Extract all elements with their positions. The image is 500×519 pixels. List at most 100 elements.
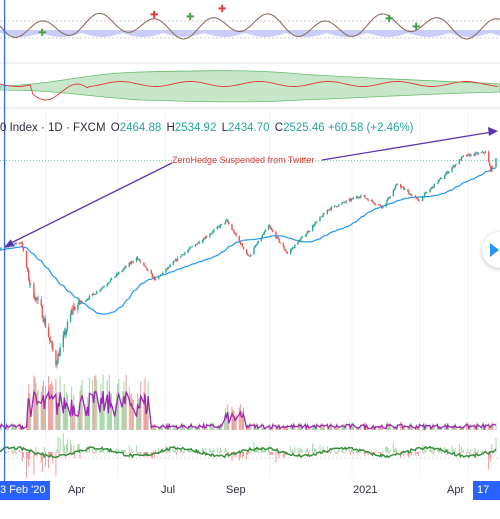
candle-body — [151, 270, 152, 274]
histogram-bar — [417, 452, 418, 454]
histogram-bar — [387, 447, 388, 453]
candle-body — [433, 184, 434, 188]
histogram-bar — [242, 452, 243, 458]
candle-body — [284, 247, 285, 250]
histogram-bar — [308, 452, 309, 453]
histogram-bar — [256, 451, 257, 453]
candle-body — [256, 244, 257, 245]
histogram-bar — [12, 452, 13, 454]
volume-bar — [231, 407, 232, 430]
symbol-info-bar: 0 Index · 1D · FXCM O2464.88 H2534.92 L2… — [0, 122, 414, 134]
candle-body — [177, 258, 178, 261]
candle-body — [483, 152, 484, 153]
candle-body — [271, 229, 272, 231]
volume-bar — [118, 379, 119, 430]
histogram-bar — [270, 452, 271, 455]
candle-body — [110, 280, 111, 282]
histogram-bar — [153, 451, 154, 453]
volume-bar — [478, 423, 479, 430]
histogram-bar — [440, 450, 441, 452]
histogram-bar — [337, 451, 338, 452]
candle-body — [357, 197, 358, 198]
chart-canvas[interactable]: ✚✚✚✚✚✚ ZeroHedge Suspended from Twitter — [0, 0, 500, 500]
histogram-bar — [28, 452, 29, 466]
candle-body — [312, 225, 313, 230]
candle-body — [393, 190, 394, 196]
histogram-bar — [378, 452, 379, 453]
histogram-bar — [456, 452, 457, 453]
histogram-bar — [395, 448, 396, 453]
volume-bar — [174, 425, 175, 430]
candle-body — [463, 155, 464, 156]
histogram-bar — [389, 452, 390, 453]
histogram-bar — [385, 447, 386, 453]
histogram-bar — [174, 451, 175, 452]
histogram-bar — [104, 451, 105, 452]
candle-body — [100, 289, 101, 290]
signal-mark: ✚ — [38, 28, 46, 39]
candle-body — [147, 270, 148, 271]
candle-body — [286, 251, 287, 252]
histogram-bar — [85, 452, 86, 453]
histogram-bar — [403, 452, 404, 456]
candle-body — [495, 158, 496, 167]
histogram-bar — [15, 450, 16, 453]
candle-body — [143, 262, 144, 265]
volume-bar — [121, 398, 122, 430]
candle-body — [294, 245, 295, 248]
annotation-label[interactable]: ZeroHedge Suspended from Twitter — [172, 155, 314, 165]
candle-body — [367, 199, 368, 201]
candle-body — [422, 196, 423, 201]
histogram-bar — [217, 448, 218, 453]
candle-body — [314, 224, 315, 227]
interval-label[interactable]: 1D — [48, 122, 63, 134]
candle-body — [80, 303, 81, 304]
candle-body — [29, 280, 30, 284]
x-axis-tick: Jul — [161, 484, 175, 496]
volume-bar — [322, 423, 323, 430]
volume-bar — [162, 423, 163, 430]
histogram-bar — [95, 451, 96, 453]
volume-bar — [426, 424, 427, 430]
histogram-bar — [293, 452, 294, 453]
volume-bar — [42, 386, 43, 430]
histogram-bar — [148, 452, 149, 453]
histogram-bar — [393, 443, 394, 453]
candle-body — [262, 235, 263, 238]
candle-body — [99, 290, 100, 291]
histogram-bar — [481, 451, 482, 452]
candle-body — [395, 186, 396, 189]
histogram-bar — [470, 449, 471, 453]
histogram-bar — [463, 450, 464, 452]
histogram-bar — [5, 452, 6, 454]
candle-body — [385, 203, 386, 206]
histogram-bar — [64, 446, 65, 453]
candle-body — [366, 198, 367, 199]
candle-body — [255, 245, 256, 246]
volume-bar — [352, 422, 353, 430]
histogram-bar — [16, 452, 17, 455]
volume-bar — [129, 387, 130, 430]
candle-body — [45, 319, 46, 328]
histogram-bar — [27, 452, 28, 458]
histogram-bar — [132, 452, 133, 454]
candle-body — [299, 240, 300, 243]
volume-bar — [82, 380, 83, 430]
histogram-bar — [239, 452, 240, 461]
histogram-bar — [125, 450, 126, 453]
histogram-bar — [275, 452, 276, 463]
candle-body — [253, 248, 254, 254]
annotation-arrows[interactable] — [5, 127, 498, 247]
candle-body — [191, 246, 192, 247]
candle-body — [323, 213, 324, 214]
candle-body — [23, 248, 24, 251]
candle-body — [269, 225, 270, 227]
candle-body — [335, 206, 336, 207]
candle-body — [52, 344, 53, 351]
candle-body — [477, 153, 478, 154]
candle-body — [233, 230, 234, 233]
candle-body — [174, 261, 175, 262]
symbol-name[interactable]: 0 Index — [0, 122, 38, 134]
volume-bar — [240, 404, 241, 430]
volume-bar — [242, 411, 243, 430]
